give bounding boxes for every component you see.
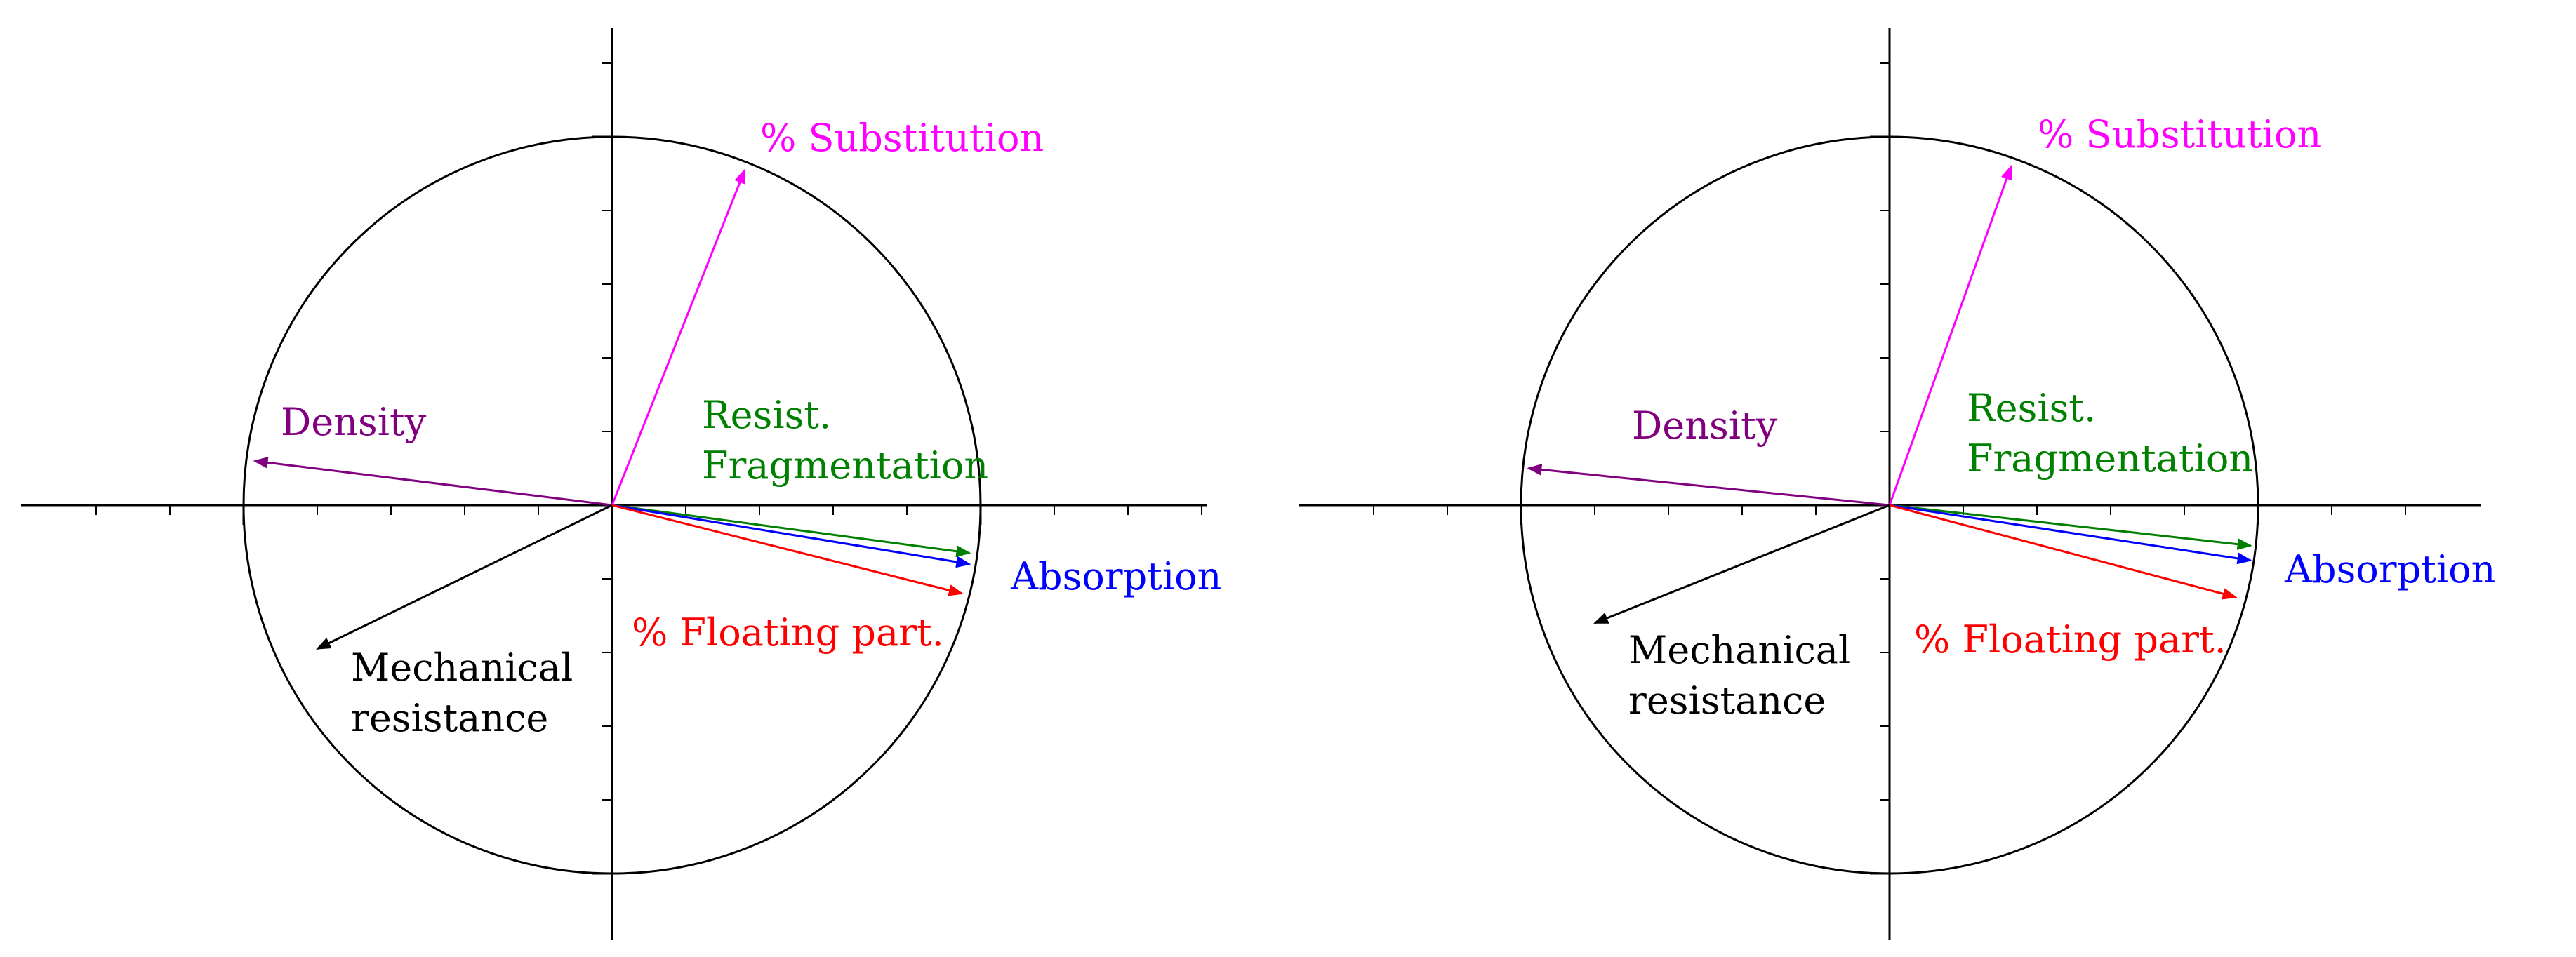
label-absorption-line: Absorption <box>1010 554 1221 598</box>
label-floating-part-line: % Floating part. <box>1914 617 2226 662</box>
panel-90-days: % Substitution Density Resist. Fragmentatio… <box>1299 28 2495 940</box>
arrow-mechanical-resistance <box>1595 505 1890 623</box>
label-density-line: Density <box>281 400 427 444</box>
label-resist-fragmentation-line: Fragmentation <box>1967 436 2253 481</box>
label-substitution-line: % Substitution <box>2038 112 2321 156</box>
label-substitution: % Substitution <box>2038 112 2321 156</box>
label-resist-fragmentation-line: Resist. <box>702 393 831 437</box>
arrow-mechanical-resistance <box>317 505 612 649</box>
label-absorption: Absorption <box>2284 547 2495 591</box>
arrow-resist-fragmentation <box>1890 505 2251 546</box>
label-mechanical-resistance: Mechanical resistance <box>1628 628 1850 723</box>
label-mechanical-resistance-line: Mechanical <box>1628 628 1850 672</box>
arrow-absorption <box>612 505 969 564</box>
arrow-density <box>1529 469 1890 506</box>
label-density-line: Density <box>1632 403 1778 448</box>
arrow-density <box>255 461 612 505</box>
label-absorption: Absorption <box>1010 554 1221 598</box>
arrow-resist-fragmentation <box>612 505 969 553</box>
label-density: Density <box>1632 403 1778 448</box>
label-substitution: % Substitution <box>760 116 1044 160</box>
label-absorption-line: Absorption <box>2284 547 2495 591</box>
label-mechanical-resistance-line: resistance <box>351 696 548 740</box>
label-floating-part-line: % Floating part. <box>632 610 944 655</box>
label-resist-fragmentation-line: Resist. <box>1967 386 2096 430</box>
label-mechanical-resistance: Mechanical resistance <box>351 645 573 740</box>
label-substitution-line: % Substitution <box>760 116 1044 160</box>
label-mechanical-resistance-line: Mechanical <box>351 645 573 690</box>
label-resist-fragmentation: Resist. Fragmentation <box>1967 386 2253 481</box>
panel-28-days: % Substitution Density Resist. Fragmentatio… <box>21 28 1221 940</box>
label-floating-part: % Floating part. <box>632 610 944 655</box>
label-resist-fragmentation-line: Fragmentation <box>702 443 988 488</box>
label-resist-fragmentation: Resist. Fragmentation <box>702 393 988 488</box>
arrow-floating-part <box>612 505 962 594</box>
label-floating-part: % Floating part. <box>1914 617 2226 662</box>
label-mechanical-resistance-line: resistance <box>1628 678 1826 723</box>
label-density: Density <box>281 400 427 444</box>
